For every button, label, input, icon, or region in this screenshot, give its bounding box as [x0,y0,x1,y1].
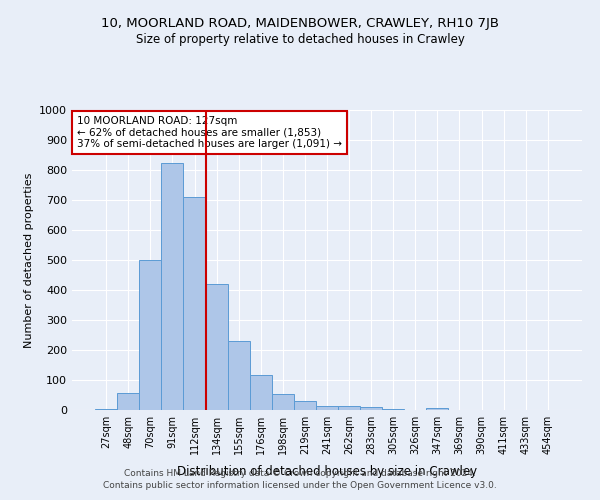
Text: 10, MOORLAND ROAD, MAIDENBOWER, CRAWLEY, RH10 7JB: 10, MOORLAND ROAD, MAIDENBOWER, CRAWLEY,… [101,18,499,30]
Bar [427,408,448,410]
Bar [206,284,227,410]
Text: Size of property relative to detached houses in Crawley: Size of property relative to detached ho… [136,32,464,46]
Bar [316,406,338,410]
Bar [382,408,404,410]
X-axis label: Distribution of detached houses by size in Crawley: Distribution of detached houses by size … [177,466,477,478]
Bar [338,406,360,410]
Bar [272,394,294,410]
Bar [294,401,316,410]
Bar [227,341,250,410]
Bar [250,374,272,410]
Bar [184,197,206,410]
Text: 10 MOORLAND ROAD: 127sqm
← 62% of detached houses are smaller (1,853)
37% of sem: 10 MOORLAND ROAD: 127sqm ← 62% of detach… [77,116,342,149]
Bar [95,408,117,410]
Bar [161,162,184,410]
Text: Contains HM Land Registry data © Crown copyright and database right 2024.
Contai: Contains HM Land Registry data © Crown c… [103,468,497,490]
Y-axis label: Number of detached properties: Number of detached properties [23,172,34,348]
Bar [117,392,139,410]
Bar [360,407,382,410]
Bar [139,260,161,410]
